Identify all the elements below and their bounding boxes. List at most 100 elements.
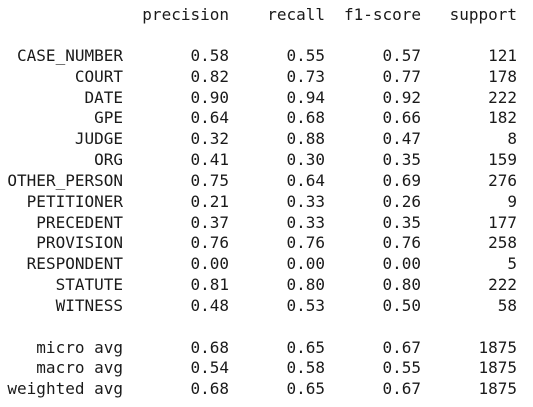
row-label: PETITIONER [26,192,123,211]
row-precision: 0.58 [190,46,229,65]
row-precision: 0.00 [190,254,229,273]
header-f1-score: f1-score [343,5,421,24]
row-precision: 0.76 [190,233,229,252]
row-recall: 0.30 [286,150,325,169]
row-support: 258 [488,233,517,252]
table-row: JUDGE 0.32 0.88 0.47 8 [0,128,533,149]
row-precision: 0.81 [190,275,229,294]
row-recall: 0.68 [286,108,325,127]
table-row: OTHER_PERSON 0.75 0.64 0.69 276 [0,170,533,191]
table-row: DATE 0.90 0.94 0.92 222 [0,87,533,108]
average-row: weighted avg 0.68 0.65 0.67 1875 [0,378,533,399]
avg-precision: 0.68 [190,338,229,357]
row-support: 276 [488,171,517,190]
row-f1-score: 0.66 [382,108,421,127]
row-label: JUDGE [74,129,123,148]
row-f1-score: 0.00 [382,254,421,273]
table-row: PROVISION 0.76 0.76 0.76 258 [0,232,533,253]
row-label: ORG [94,150,123,169]
row-support: 222 [488,88,517,107]
table-row: PRECEDENT 0.37 0.33 0.35 177 [0,212,533,233]
row-support: 58 [497,296,517,315]
header-precision: precision [142,5,229,24]
row-f1-score: 0.35 [382,150,421,169]
row-support: 9 [507,192,517,211]
row-precision: 0.41 [190,150,229,169]
row-label: CASE_NUMBER [17,46,123,65]
row-support: 178 [488,67,517,86]
row-label: DATE [84,88,123,107]
table-row: WITNESS 0.48 0.53 0.50 58 [0,295,533,316]
row-recall: 0.76 [286,233,325,252]
avg-label: micro avg [36,338,123,357]
row-label: COURT [74,67,123,86]
avg-f1-score: 0.55 [382,358,421,377]
row-f1-score: 0.76 [382,233,421,252]
row-f1-score: 0.77 [382,67,421,86]
row-label: WITNESS [55,296,123,315]
table-row: GPE 0.64 0.68 0.66 182 [0,107,533,128]
avg-f1-score: 0.67 [382,379,421,398]
row-f1-score: 0.69 [382,171,421,190]
row-recall: 0.64 [286,171,325,190]
row-precision: 0.90 [190,88,229,107]
row-support: 159 [488,150,517,169]
row-precision: 0.75 [190,171,229,190]
avg-label: weighted avg [7,379,123,398]
row-recall: 0.53 [286,296,325,315]
row-label: OTHER_PERSON [7,171,123,190]
row-recall: 0.94 [286,88,325,107]
avg-precision: 0.54 [190,358,229,377]
row-support: 121 [488,46,517,65]
row-f1-score: 0.26 [382,192,421,211]
row-f1-score: 0.35 [382,213,421,232]
row-f1-score: 0.47 [382,129,421,148]
row-recall: 0.73 [286,67,325,86]
row-label: STATUTE [55,275,123,294]
row-recall: 0.33 [286,192,325,211]
table-row: STATUTE 0.81 0.80 0.80 222 [0,274,533,295]
row-f1-score: 0.92 [382,88,421,107]
row-precision: 0.64 [190,108,229,127]
row-precision: 0.21 [190,192,229,211]
row-f1-score: 0.50 [382,296,421,315]
row-support: 177 [488,213,517,232]
row-precision: 0.37 [190,213,229,232]
table-row: PETITIONER 0.21 0.33 0.26 9 [0,191,533,212]
row-label: GPE [94,108,123,127]
table-row: ORG 0.41 0.30 0.35 159 [0,149,533,170]
row-support: 5 [507,254,517,273]
row-f1-score: 0.80 [382,275,421,294]
row-recall: 0.55 [286,46,325,65]
avg-recall: 0.58 [286,358,325,377]
average-row: micro avg 0.68 0.65 0.67 1875 [0,337,533,358]
header-row: precision recall f1-score support [0,4,533,25]
row-label: PROVISION [36,233,123,252]
row-precision: 0.82 [190,67,229,86]
avg-support: 1875 [478,338,517,357]
avg-f1-score: 0.67 [382,338,421,357]
row-label: RESPONDENT [26,254,123,273]
avg-label: macro avg [36,358,123,377]
row-recall: 0.00 [286,254,325,273]
header-recall: recall [267,5,325,24]
row-recall: 0.88 [286,129,325,148]
row-precision: 0.32 [190,129,229,148]
row-support: 8 [507,129,517,148]
avg-support: 1875 [478,358,517,377]
header-support: support [449,5,517,24]
avg-precision: 0.68 [190,379,229,398]
avg-recall: 0.65 [286,379,325,398]
avg-support: 1875 [478,379,517,398]
row-label: PRECEDENT [36,213,123,232]
row-recall: 0.80 [286,275,325,294]
row-f1-score: 0.57 [382,46,421,65]
row-precision: 0.48 [190,296,229,315]
average-row: macro avg 0.54 0.58 0.55 1875 [0,357,533,378]
row-support: 182 [488,108,517,127]
avg-recall: 0.65 [286,338,325,357]
table-row: COURT 0.82 0.73 0.77 178 [0,66,533,87]
table-row: CASE_NUMBER 0.58 0.55 0.57 121 [0,45,533,66]
table-row: RESPONDENT 0.00 0.00 0.00 5 [0,253,533,274]
